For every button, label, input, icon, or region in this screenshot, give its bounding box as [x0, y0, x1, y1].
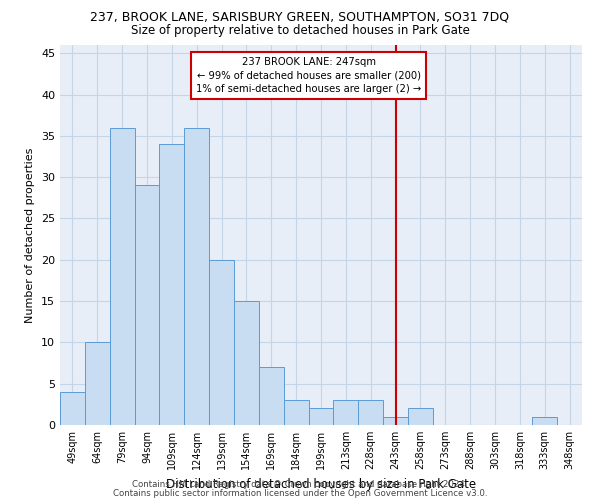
- Y-axis label: Number of detached properties: Number of detached properties: [25, 148, 35, 322]
- Text: Contains HM Land Registry data © Crown copyright and database right 2024.: Contains HM Land Registry data © Crown c…: [132, 480, 468, 489]
- Bar: [259, 367, 284, 425]
- Bar: [358, 400, 383, 425]
- Bar: [184, 128, 209, 425]
- Bar: [234, 301, 259, 425]
- Bar: [110, 128, 134, 425]
- Bar: [209, 260, 234, 425]
- X-axis label: Distribution of detached houses by size in Park Gate: Distribution of detached houses by size …: [166, 478, 476, 490]
- Bar: [408, 408, 433, 425]
- Bar: [334, 400, 358, 425]
- Bar: [60, 392, 85, 425]
- Bar: [85, 342, 110, 425]
- Bar: [383, 416, 408, 425]
- Bar: [134, 186, 160, 425]
- Text: Contains public sector information licensed under the Open Government Licence v3: Contains public sector information licen…: [113, 489, 487, 498]
- Text: Size of property relative to detached houses in Park Gate: Size of property relative to detached ho…: [131, 24, 469, 37]
- Bar: [284, 400, 308, 425]
- Bar: [308, 408, 334, 425]
- Text: 237 BROOK LANE: 247sqm
← 99% of detached houses are smaller (200)
1% of semi-det: 237 BROOK LANE: 247sqm ← 99% of detached…: [196, 58, 421, 94]
- Bar: [160, 144, 184, 425]
- Text: 237, BROOK LANE, SARISBURY GREEN, SOUTHAMPTON, SO31 7DQ: 237, BROOK LANE, SARISBURY GREEN, SOUTHA…: [91, 11, 509, 24]
- Bar: [532, 416, 557, 425]
